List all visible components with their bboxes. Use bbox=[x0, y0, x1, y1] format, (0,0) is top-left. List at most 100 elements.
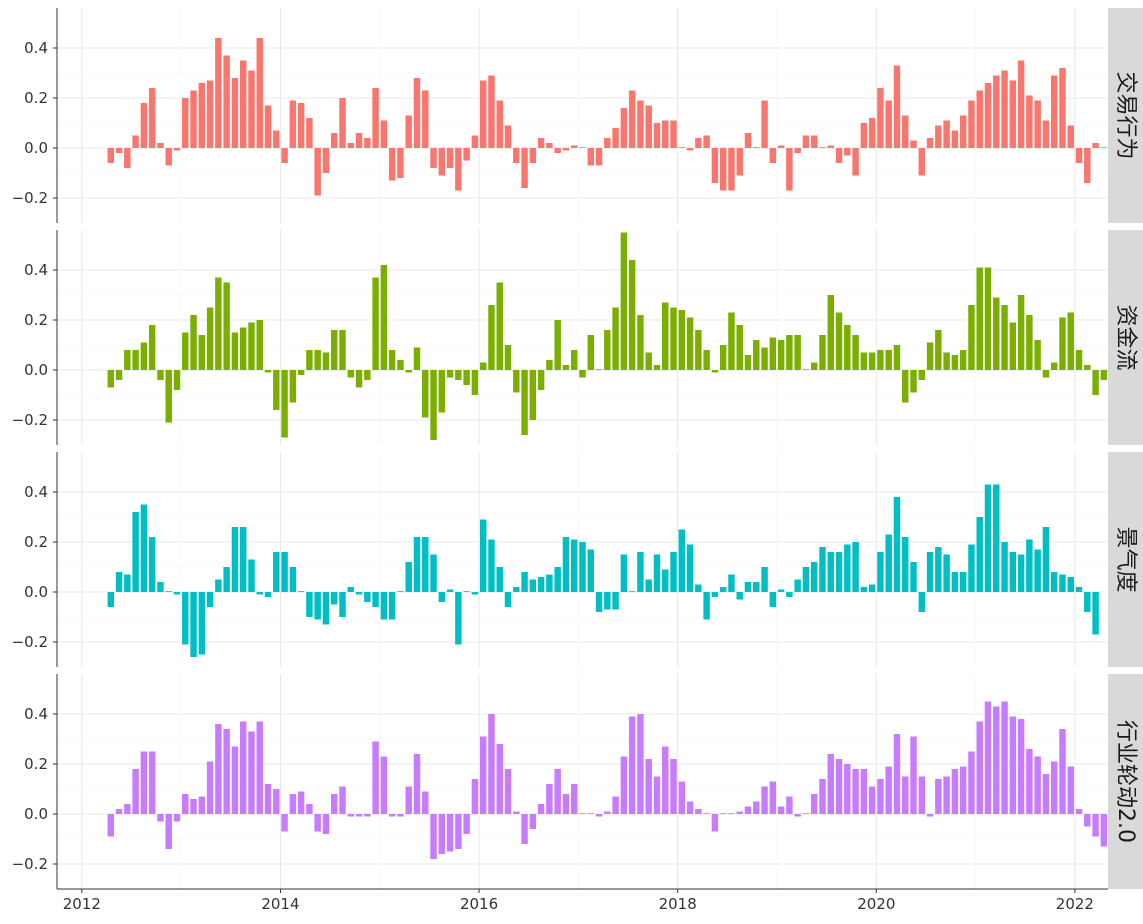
bar bbox=[628, 260, 636, 370]
bar bbox=[604, 138, 611, 148]
bar bbox=[736, 148, 743, 176]
bar bbox=[256, 592, 263, 595]
bar bbox=[124, 804, 131, 814]
bar bbox=[281, 814, 288, 832]
bar bbox=[1042, 120, 1050, 148]
y-tick-label: 0.4 bbox=[24, 261, 48, 279]
bar bbox=[1084, 148, 1091, 183]
bar bbox=[703, 135, 710, 148]
bar bbox=[1026, 539, 1033, 592]
bar bbox=[893, 65, 901, 148]
bar bbox=[810, 794, 818, 814]
bar bbox=[678, 529, 686, 592]
bar bbox=[595, 814, 603, 817]
x-tick-label: 2018 bbox=[659, 895, 697, 913]
bar bbox=[595, 592, 603, 612]
bar bbox=[587, 813, 594, 814]
bar bbox=[910, 736, 917, 814]
bar bbox=[471, 592, 479, 595]
bar bbox=[215, 38, 222, 148]
bar bbox=[926, 138, 934, 148]
bar bbox=[695, 584, 702, 592]
bar bbox=[860, 587, 868, 592]
bar bbox=[802, 135, 810, 148]
bar bbox=[893, 345, 901, 370]
bar bbox=[744, 582, 752, 592]
bar bbox=[984, 83, 992, 148]
panel-4: −0.2 0.0 0.2 0.4 行业轮动2.0 bbox=[12, 674, 1143, 889]
bar bbox=[761, 347, 768, 370]
bar bbox=[115, 148, 123, 153]
bar bbox=[1075, 350, 1083, 370]
bar bbox=[968, 100, 975, 148]
bar bbox=[422, 90, 429, 148]
bar bbox=[935, 779, 942, 814]
bar bbox=[132, 350, 139, 370]
bar bbox=[719, 345, 727, 370]
bar bbox=[827, 552, 834, 592]
bar bbox=[496, 100, 503, 148]
bar bbox=[306, 804, 313, 814]
bar bbox=[595, 148, 603, 166]
bar bbox=[1067, 312, 1074, 370]
bar bbox=[653, 776, 661, 814]
bar bbox=[380, 265, 388, 370]
bar bbox=[943, 120, 950, 148]
bar bbox=[935, 330, 942, 370]
bar bbox=[1100, 147, 1108, 148]
bar bbox=[289, 100, 297, 148]
bar bbox=[347, 587, 355, 592]
bar bbox=[115, 572, 123, 592]
bar bbox=[471, 779, 479, 814]
facet-strip bbox=[1108, 674, 1143, 889]
bar bbox=[868, 118, 876, 148]
bar bbox=[322, 592, 330, 625]
bar bbox=[132, 135, 139, 148]
panel-2: −0.2 0.0 0.2 0.4 资金流 bbox=[12, 230, 1143, 445]
bar bbox=[380, 592, 388, 620]
bar bbox=[479, 80, 487, 148]
bar bbox=[918, 148, 926, 176]
bar bbox=[364, 592, 371, 602]
bar bbox=[248, 70, 255, 148]
bar bbox=[124, 574, 131, 592]
panel-1: −0.2 0.0 0.2 0.4 交易行为 bbox=[12, 8, 1143, 223]
bar bbox=[264, 784, 272, 814]
bar bbox=[1001, 701, 1008, 814]
bar bbox=[852, 542, 859, 592]
bar bbox=[157, 582, 164, 592]
bar bbox=[645, 352, 652, 370]
bar bbox=[256, 320, 263, 370]
bar bbox=[678, 781, 686, 814]
bar bbox=[438, 370, 446, 413]
bar bbox=[1001, 305, 1008, 370]
bar bbox=[976, 90, 983, 148]
bar bbox=[455, 592, 462, 645]
x-tick-label: 2022 bbox=[1056, 895, 1094, 913]
bar bbox=[686, 317, 694, 370]
bar bbox=[115, 809, 123, 814]
bar bbox=[107, 814, 115, 837]
bar bbox=[562, 537, 570, 592]
bar bbox=[413, 754, 421, 814]
bar bbox=[182, 98, 189, 148]
bar bbox=[628, 90, 636, 148]
bar bbox=[148, 325, 156, 370]
bar bbox=[173, 592, 181, 595]
bar bbox=[488, 305, 495, 370]
bar bbox=[1026, 315, 1033, 370]
bar bbox=[777, 340, 785, 370]
bar bbox=[579, 147, 586, 148]
bar bbox=[926, 814, 934, 817]
bar bbox=[844, 148, 851, 156]
bar bbox=[595, 369, 603, 370]
bar bbox=[852, 335, 859, 370]
y-tick-label: −0.2 bbox=[12, 633, 48, 651]
bar bbox=[885, 534, 892, 592]
bar bbox=[1084, 592, 1091, 612]
x-axis: 2012 2014 2016 2018 2020 2022 bbox=[57, 888, 1108, 913]
bar bbox=[190, 799, 197, 814]
bar bbox=[711, 370, 719, 373]
bar bbox=[198, 83, 206, 148]
bar bbox=[893, 734, 901, 814]
